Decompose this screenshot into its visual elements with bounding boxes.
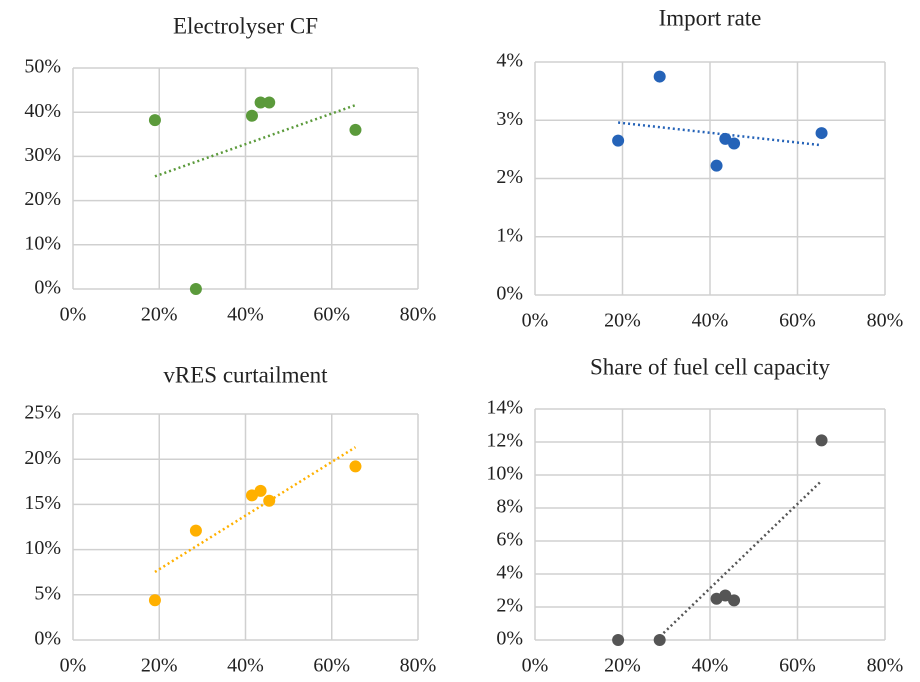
x-tick-label: 40%	[227, 304, 264, 326]
point	[653, 634, 666, 646]
x-tick-label: 60%	[313, 304, 350, 326]
x-tick-label: 80%	[867, 310, 904, 332]
x-tick-label: 20%	[141, 304, 178, 326]
x-tick-label: 20%	[604, 655, 641, 677]
x-tick-label: 20%	[141, 655, 178, 677]
point	[815, 434, 828, 447]
y-tick-label: 4%	[496, 562, 523, 584]
point	[653, 70, 666, 83]
point	[263, 96, 276, 109]
x-tick-label: 80%	[867, 655, 904, 677]
chart-title: Share of fuel cell capacity	[590, 354, 831, 379]
y-tick-label: 30%	[24, 144, 61, 166]
trendline	[655, 479, 823, 641]
y-tick-label: 2%	[496, 166, 523, 188]
y-tick-label: 25%	[24, 402, 61, 424]
point	[148, 594, 161, 607]
y-tick-label: 10%	[486, 463, 523, 485]
y-tick-label: 4%	[496, 50, 523, 72]
y-tick-label: 2%	[496, 595, 523, 617]
x-tick-label: 0%	[522, 310, 549, 332]
y-tick-label: 10%	[24, 232, 61, 254]
chart-title: Import rate	[659, 5, 762, 30]
x-tick-label: 80%	[400, 304, 437, 326]
y-tick-label: 0%	[34, 277, 61, 299]
point	[349, 460, 362, 473]
y-tick-label: 0%	[34, 628, 61, 650]
x-tick-label: 0%	[60, 304, 87, 326]
y-tick-label: 5%	[34, 582, 61, 604]
x-tick-label: 0%	[60, 655, 87, 677]
x-tick-label: 40%	[692, 310, 729, 332]
x-tick-label: 20%	[604, 310, 641, 332]
point	[719, 589, 732, 602]
point	[710, 159, 723, 172]
y-tick-label: 40%	[24, 100, 61, 122]
point	[728, 594, 741, 607]
x-tick-label: 40%	[227, 655, 264, 677]
point	[148, 114, 161, 127]
y-tick-label: 50%	[24, 56, 61, 78]
y-tick-label: 6%	[496, 529, 523, 551]
point	[349, 123, 362, 136]
y-tick-label: 10%	[24, 537, 61, 559]
point	[728, 137, 741, 150]
point	[612, 134, 625, 147]
point	[263, 494, 276, 507]
y-tick-label: 0%	[496, 283, 523, 305]
y-tick-label: 3%	[496, 108, 523, 130]
trendline	[617, 121, 822, 147]
point	[254, 96, 267, 109]
trendline	[154, 446, 357, 574]
trendline	[154, 103, 356, 178]
y-tick-label: 1%	[496, 224, 523, 246]
y-tick-label: 14%	[486, 397, 523, 419]
point	[254, 484, 267, 497]
point	[189, 283, 202, 295]
x-tick-label: 60%	[779, 310, 816, 332]
chart-title: vRES curtailment	[163, 362, 328, 387]
point	[245, 109, 258, 122]
point	[189, 524, 202, 537]
y-tick-label: 8%	[496, 496, 523, 518]
y-tick-label: 12%	[486, 430, 523, 452]
point	[612, 634, 625, 646]
point	[815, 127, 828, 140]
x-tick-label: 60%	[313, 655, 350, 677]
chart-title: Electrolyser CF	[173, 13, 318, 38]
x-tick-label: 80%	[400, 655, 437, 677]
x-tick-label: 0%	[522, 655, 549, 677]
y-tick-label: 0%	[496, 628, 523, 650]
y-tick-label: 20%	[24, 188, 61, 210]
x-tick-label: 60%	[779, 655, 816, 677]
x-tick-label: 40%	[692, 655, 729, 677]
y-tick-label: 15%	[24, 492, 61, 514]
y-tick-label: 20%	[24, 447, 61, 469]
